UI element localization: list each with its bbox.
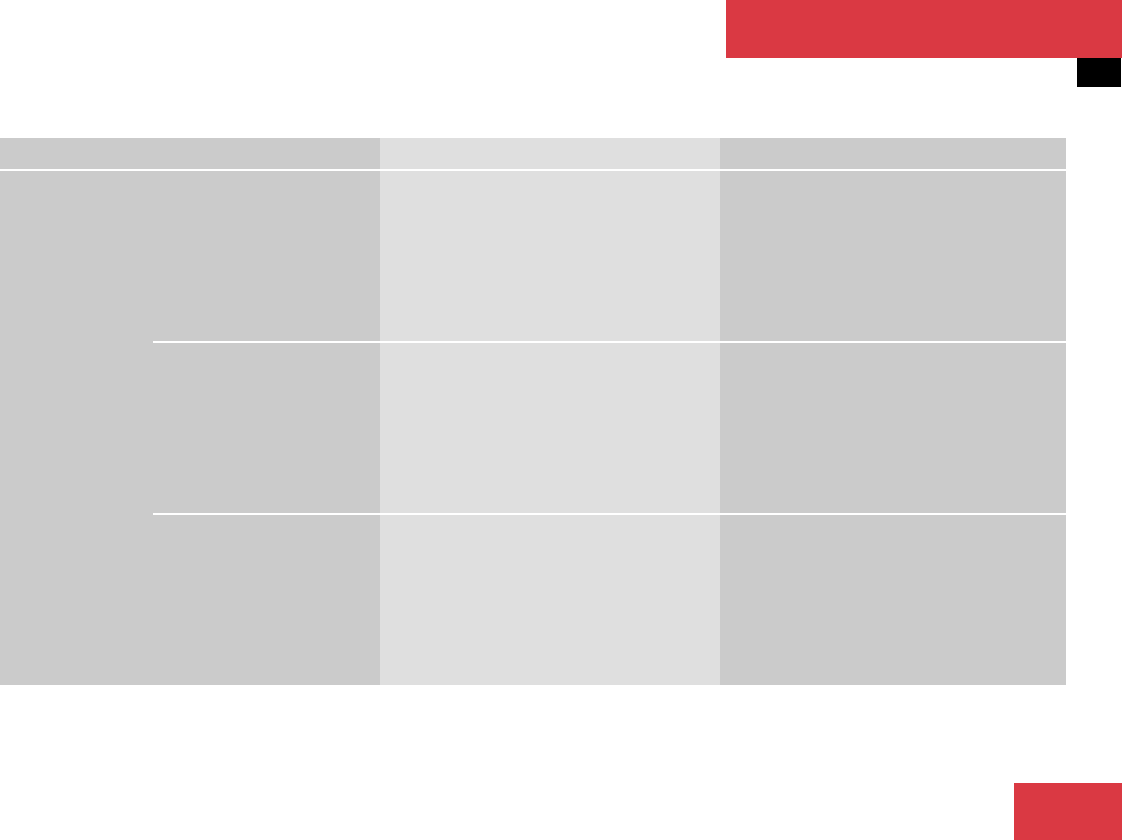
- table-row-3-col3: [720, 515, 1066, 685]
- table-row-2-sub: [153, 343, 380, 513]
- table-row-1-col2: [380, 171, 720, 341]
- page-number-tab: [1014, 783, 1122, 840]
- table-row-2-col2: [380, 343, 720, 513]
- section-header-bar: [726, 0, 1122, 58]
- table-row-1-col3: [720, 171, 1066, 341]
- header-divider: [0, 169, 1066, 171]
- group-label-cell: [0, 171, 153, 685]
- section-tab-marker: [1077, 58, 1121, 87]
- row-divider: [153, 513, 1066, 515]
- table-row-2-col3: [720, 343, 1066, 513]
- row-divider: [153, 341, 1066, 343]
- table-row-3-sub: [153, 515, 380, 685]
- table-row-1-sub: [153, 171, 380, 341]
- table-header-cell-2: [380, 138, 720, 169]
- table-row-3-col2: [380, 515, 720, 685]
- table-header-cell-1: [0, 138, 380, 169]
- table-header-cell-3: [720, 138, 1066, 169]
